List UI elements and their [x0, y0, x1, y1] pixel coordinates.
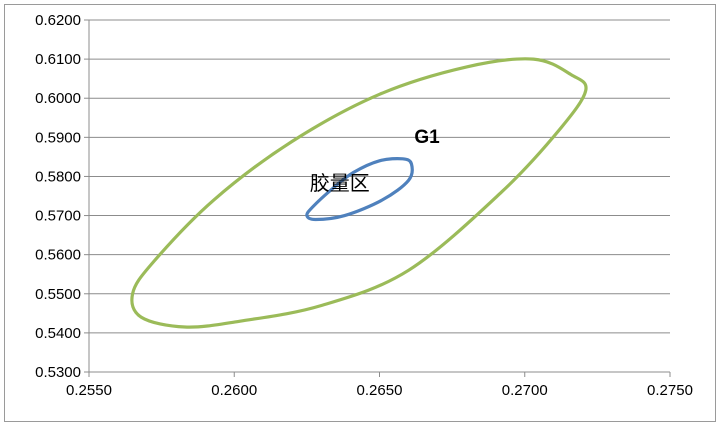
y-tick-label: 0.5900: [35, 129, 81, 146]
y-tick-label: 0.5700: [35, 208, 81, 225]
x-tick-label: 0.2650: [357, 382, 403, 399]
chart-frame: [4, 4, 716, 422]
y-ticks: 0.5300 0.5400 0.5500 0.5600 0.5700 0.5800 0.59…: [35, 12, 89, 381]
series-layer: [130, 57, 588, 329]
x-tick-label: 0.2550: [66, 382, 112, 399]
annotation-2: 胶量区: [310, 171, 370, 195]
y-tick-label: 0.5400: [35, 325, 81, 342]
annotations: G1 胶量区: [310, 127, 440, 195]
y-tick-label: 0.5600: [35, 247, 81, 264]
annotation-1: G1: [414, 127, 440, 148]
y-tick-label: 0.5800: [35, 168, 81, 185]
y-tick-label: 0.6000: [35, 90, 81, 107]
gridlines: [89, 19, 670, 334]
series-outline-2: [305, 157, 414, 222]
x-tick-label: 0.2700: [502, 382, 548, 399]
x-ticks: 0.2550 0.2600 0.2650 0.2700 0.2750: [66, 372, 693, 399]
y-tick-label: 0.5500: [35, 286, 81, 303]
x-tick-label: 0.2600: [211, 382, 257, 399]
x-tick-label: 0.2750: [647, 382, 693, 399]
y-tick-label: 0.5300: [35, 364, 81, 381]
y-tick-label: 0.6100: [35, 51, 81, 68]
series-outline-1: [130, 57, 588, 329]
y-tick-label: 0.6200: [35, 12, 81, 29]
